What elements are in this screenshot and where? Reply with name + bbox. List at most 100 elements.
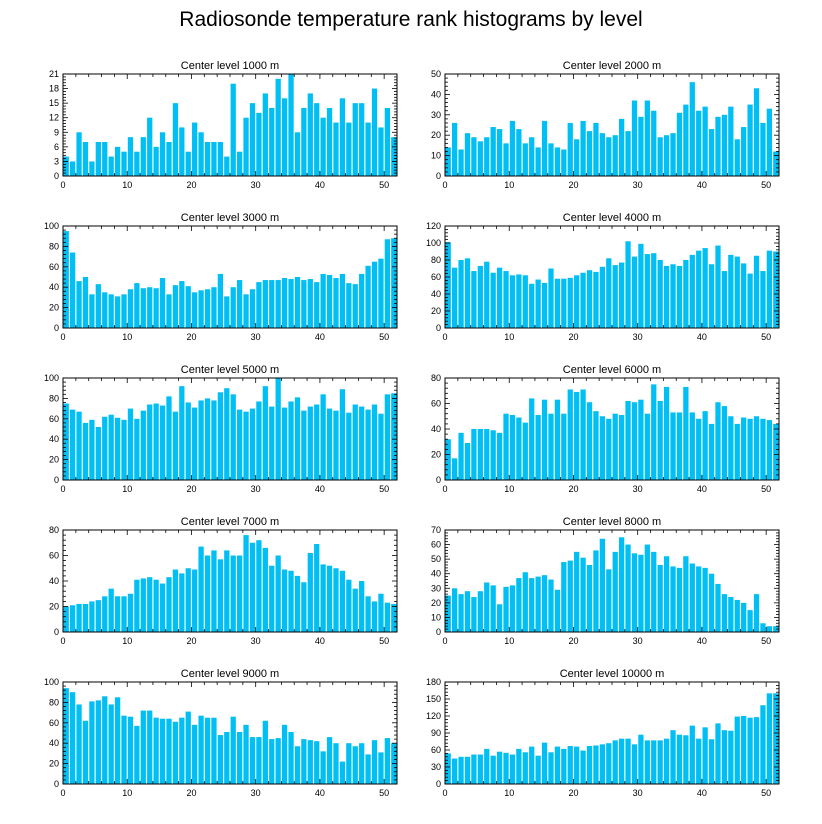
bar — [554, 399, 561, 480]
histogram-panel-3: Center level 3000 m 0 10 20 30 40 50 0 20 40 60 80 1… — [44, 212, 398, 342]
bar — [108, 588, 114, 632]
bar — [288, 570, 294, 632]
bar — [741, 263, 747, 328]
bar — [445, 439, 451, 480]
x-tick-label: 20 — [568, 180, 578, 190]
histogram-panel-5: Center level 5000 m 0 10 20 30 40 50 0 20 40 60 80 1… — [44, 364, 398, 494]
bar — [541, 282, 548, 328]
bar — [593, 271, 599, 328]
bar — [333, 278, 339, 328]
bar — [773, 251, 779, 328]
bar — [567, 746, 573, 784]
bar — [281, 98, 288, 176]
bar — [612, 740, 618, 784]
x-tick-label: 0 — [60, 180, 65, 190]
bar — [683, 260, 689, 328]
main-title: Radiosonde temperature rank histograms b… — [179, 8, 643, 31]
bar — [535, 414, 541, 480]
bar — [147, 577, 153, 632]
y-tick-label: 0 — [54, 779, 59, 789]
x-tick-label: 20 — [186, 788, 196, 798]
bar — [89, 161, 95, 176]
y-tick-label: 180 — [426, 677, 441, 687]
y-tick-label: 0 — [436, 323, 441, 333]
bar — [320, 751, 326, 784]
bar — [760, 122, 766, 176]
bar — [384, 602, 390, 632]
bar — [477, 754, 483, 784]
bar — [484, 137, 490, 176]
bar — [134, 579, 140, 632]
y-tick-label: 12 — [49, 113, 59, 123]
bar — [288, 731, 294, 784]
bar — [580, 389, 586, 480]
bar — [734, 256, 740, 328]
bar — [256, 540, 262, 632]
bar — [262, 386, 268, 480]
bar — [522, 143, 528, 176]
bar — [172, 569, 179, 632]
bar — [638, 116, 644, 176]
bar — [535, 147, 541, 176]
bar — [464, 133, 471, 176]
y-tick-label: 20 — [431, 598, 441, 608]
y-tick-label: 3 — [54, 156, 59, 166]
y-tick-label: 10 — [431, 151, 441, 161]
bar — [140, 137, 146, 176]
bar — [147, 710, 153, 784]
bar — [204, 555, 211, 632]
bar — [352, 284, 358, 328]
bar — [243, 724, 249, 784]
bar — [574, 746, 580, 784]
x-tick-label: 10 — [122, 332, 132, 342]
bar — [593, 745, 599, 784]
y-tick-label: 30 — [431, 762, 441, 772]
bar — [599, 538, 605, 632]
bar — [676, 265, 683, 328]
y-tick-label: 0 — [436, 171, 441, 181]
bar — [554, 746, 561, 784]
bar — [663, 386, 670, 480]
bar — [320, 564, 326, 632]
bar — [333, 743, 339, 784]
x-tick-label: 30 — [633, 332, 643, 342]
bar — [452, 588, 458, 632]
panel-title: Center level 3000 m — [181, 212, 279, 224]
bar — [95, 600, 101, 633]
y-tick-label: 20 — [431, 130, 441, 140]
bar — [548, 579, 554, 632]
bar — [606, 569, 612, 632]
x-tick-label: 30 — [251, 636, 261, 646]
bar — [365, 122, 371, 176]
panel-title: Center level 6000 m — [563, 364, 661, 376]
bar — [217, 142, 223, 176]
x-tick-label: 30 — [633, 636, 643, 646]
bar — [606, 743, 612, 784]
x-tick-label: 20 — [568, 332, 578, 342]
bar — [391, 393, 397, 480]
bar — [224, 550, 230, 632]
bar — [326, 737, 333, 784]
bar — [339, 761, 346, 784]
bar — [230, 287, 236, 328]
x-tick-label: 30 — [251, 332, 261, 342]
bar — [63, 156, 69, 176]
bar — [243, 535, 249, 632]
bar — [484, 582, 490, 632]
bar — [314, 404, 320, 480]
bar — [346, 283, 352, 328]
bar — [516, 129, 522, 176]
y-tick-label: 90 — [431, 728, 441, 738]
bar — [696, 738, 702, 784]
bar — [702, 567, 708, 632]
bar — [281, 569, 288, 632]
bar — [281, 407, 288, 480]
bar — [586, 402, 593, 480]
bar — [307, 740, 313, 784]
bar — [529, 746, 535, 784]
bar — [275, 738, 281, 784]
bar — [619, 262, 625, 328]
bar — [657, 564, 663, 632]
x-tick-label: 10 — [504, 484, 514, 494]
bar — [689, 254, 695, 328]
